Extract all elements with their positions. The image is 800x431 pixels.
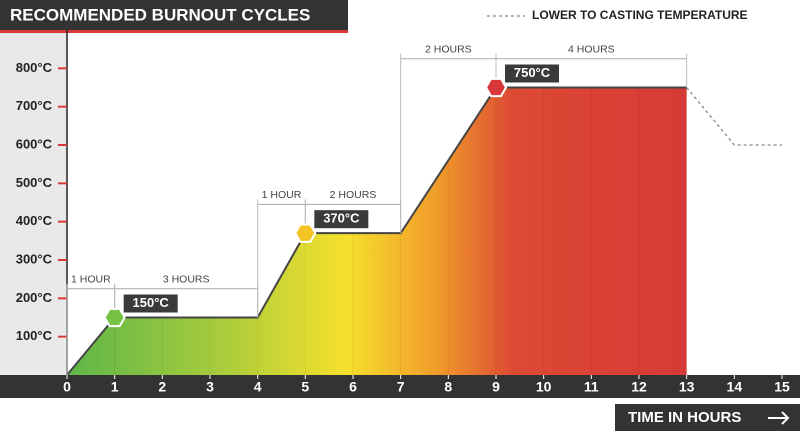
x-tick-label: 3 (206, 379, 214, 395)
point-label-box (123, 294, 178, 313)
x-tick-label: 11 (584, 379, 599, 395)
chart-title: RECOMMENDED BURNOUT CYCLES (10, 5, 310, 24)
title-underline (0, 30, 348, 33)
x-tick-label: 8 (444, 379, 452, 395)
point-label: 150°C (133, 295, 170, 310)
span-label: 2 HOURS (330, 189, 377, 201)
x-axis-band (0, 375, 800, 398)
y-axis-panel (0, 30, 67, 375)
x-tick-label: 1 (111, 379, 119, 395)
x-arrow (768, 411, 790, 425)
x-tick-label: 12 (631, 379, 647, 395)
span-label: 4 HOURS (568, 44, 615, 56)
x-tick-label: 7 (397, 379, 405, 395)
y-tick-label: 600°C (16, 136, 53, 151)
y-tick-label: 400°C (16, 213, 53, 228)
area (67, 87, 687, 375)
span-label: 3 HOURS (163, 274, 210, 286)
line (686, 87, 782, 146)
overlay: 100°C 200°C 300°C 400°C 500°C 600°C 700°C 800°C… (16, 8, 790, 395)
y-tick-label: 100°C (16, 328, 53, 343)
x-tick-label: 14 (727, 379, 743, 395)
span-label: 2 HOURS (425, 44, 472, 56)
point-marker (484, 77, 508, 98)
x-tick-label: 0 (63, 379, 71, 395)
span-label: 1 HOUR (262, 189, 302, 201)
y-tick-label: 500°C (16, 175, 53, 190)
x-tick-label: 4 (254, 379, 262, 395)
y-tick-label: 200°C (16, 290, 53, 305)
point-label: 750°C (514, 65, 551, 80)
point-label: 370°C (323, 211, 360, 226)
x-tick-label: 5 (301, 379, 309, 395)
x-tick-label: 9 (492, 379, 500, 395)
plot (66, 86, 782, 376)
point-marker (103, 307, 126, 328)
x-tick-label: 13 (679, 379, 695, 395)
y-tick-label: 700°C (16, 98, 53, 113)
point-marker (294, 223, 317, 243)
legend-label: LOWER TO CASTING TEMPERATURE (532, 8, 748, 22)
y-tick-label: 300°C (16, 251, 53, 266)
x-tick-label: 15 (774, 379, 790, 395)
x-tick-label: 6 (349, 379, 357, 395)
span-label: 1 HOUR (71, 274, 111, 286)
title-box (0, 0, 348, 30)
y-tick-label: 800°C (16, 60, 53, 75)
x-tick-label: 10 (536, 379, 552, 395)
x-tick-label: 2 (158, 379, 166, 395)
x-axis-label: TIME IN HOURS (628, 409, 741, 426)
point-label-box (505, 64, 559, 83)
point-label-box (314, 210, 369, 229)
